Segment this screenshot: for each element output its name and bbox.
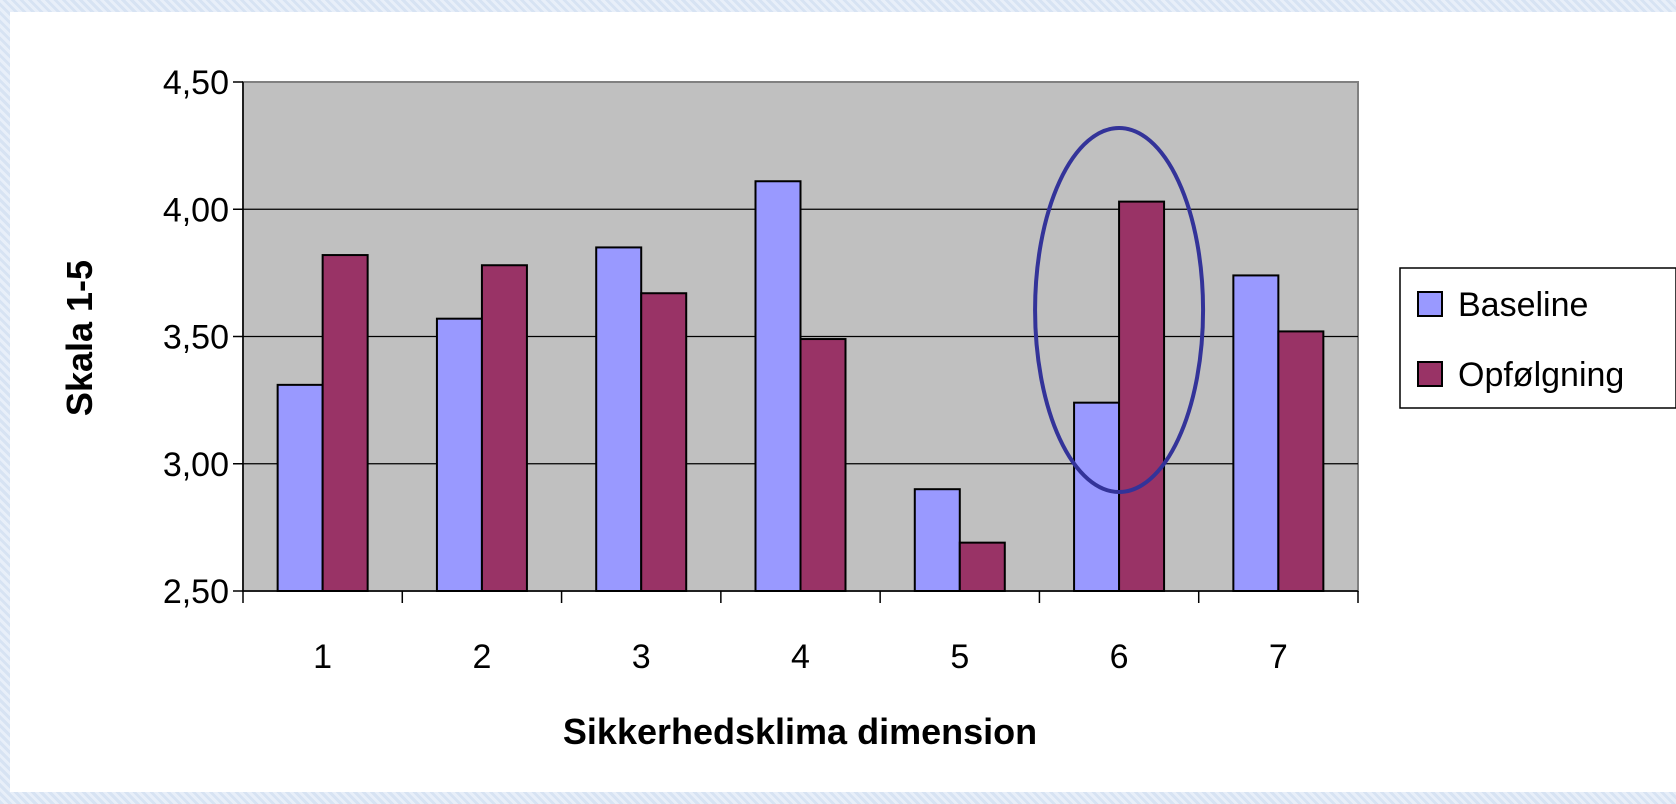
highlight-ellipse bbox=[1033, 126, 1206, 494]
y-tick-labels: 2,50 3,00 3,50 4,00 4,50 bbox=[163, 64, 229, 611]
y-tick-label: 4,50 bbox=[163, 64, 229, 102]
y-tick-label: 4,00 bbox=[163, 191, 229, 229]
bar-opfolgning-6 bbox=[1118, 200, 1166, 593]
bar-baseline-2 bbox=[435, 317, 483, 592]
x-tick-label: 3 bbox=[632, 638, 651, 676]
legend-swatch-baseline bbox=[1417, 291, 1443, 317]
y-tick-label: 2,50 bbox=[163, 573, 229, 611]
x-tick-label: 6 bbox=[1110, 638, 1129, 676]
x-tick-label: 5 bbox=[950, 638, 969, 676]
bar-baseline-7 bbox=[1232, 274, 1280, 592]
legend-label-opfolgning: Opfølgning bbox=[1458, 356, 1624, 394]
bar-opfolgning-1 bbox=[321, 254, 369, 592]
x-tick-labels: 1 2 3 4 5 6 7 bbox=[313, 638, 1288, 676]
y-tick-label: 3,00 bbox=[163, 446, 229, 484]
legend-box bbox=[1399, 267, 1676, 409]
x-tick-label: 1 bbox=[313, 638, 332, 676]
bar-baseline-5 bbox=[913, 488, 961, 593]
bar-baseline-4 bbox=[754, 180, 802, 592]
x-axis-title: Sikkerhedsklima dimension bbox=[563, 711, 1037, 752]
x-tick-label: 7 bbox=[1269, 638, 1288, 676]
bar-opfolgning-5 bbox=[958, 541, 1006, 593]
y-tick-label: 3,50 bbox=[163, 319, 229, 357]
bars bbox=[276, 180, 1325, 593]
legend: Baseline Opfølgning bbox=[1399, 267, 1676, 409]
bar-baseline-6 bbox=[1073, 401, 1121, 593]
x-tick-label: 2 bbox=[472, 638, 491, 676]
bar-opfolgning-3 bbox=[640, 292, 688, 592]
bar-opfolgning-2 bbox=[480, 264, 528, 592]
bar-baseline-1 bbox=[276, 383, 324, 593]
axes bbox=[233, 81, 1359, 603]
bar-baseline-3 bbox=[595, 246, 643, 593]
y-axis-title: Skala 1-5 bbox=[59, 260, 100, 416]
bar-opfolgning-7 bbox=[1277, 330, 1325, 592]
legend-swatch-opfolgning bbox=[1417, 361, 1443, 387]
bar-opfolgning-4 bbox=[799, 338, 847, 593]
x-tick-label: 4 bbox=[791, 638, 810, 676]
legend-label-baseline: Baseline bbox=[1458, 286, 1588, 324]
